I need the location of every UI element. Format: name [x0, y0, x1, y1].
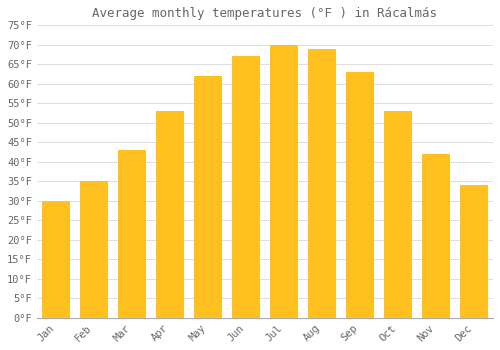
Title: Average monthly temperatures (°F ) in Rácalmás: Average monthly temperatures (°F ) in Rá…: [92, 7, 438, 20]
Bar: [232, 56, 260, 318]
Bar: [194, 76, 222, 318]
Bar: [42, 201, 70, 318]
Bar: [346, 72, 374, 318]
Bar: [156, 111, 184, 318]
Bar: [422, 154, 450, 318]
Bar: [384, 111, 412, 318]
Bar: [270, 45, 298, 318]
Bar: [118, 150, 146, 318]
Bar: [460, 185, 488, 318]
Bar: [80, 181, 108, 318]
Bar: [308, 49, 336, 318]
